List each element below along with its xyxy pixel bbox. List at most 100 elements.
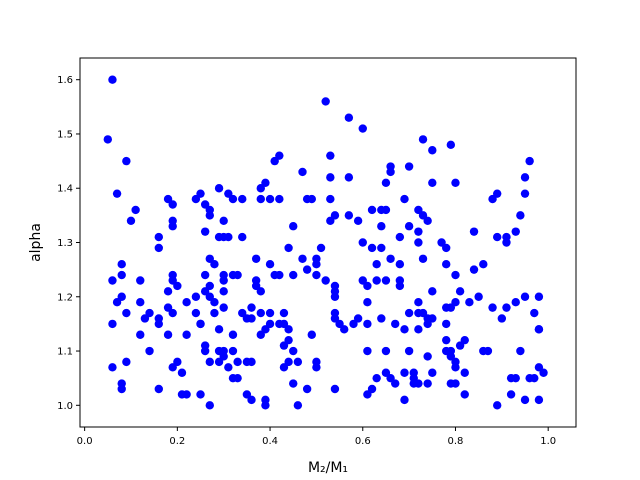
scatter-point — [224, 232, 233, 242]
scatter-point — [428, 146, 437, 155]
scatter-point — [136, 330, 145, 339]
scatter-point — [386, 162, 395, 171]
scatter-point — [163, 330, 173, 339]
scatter-point — [191, 308, 201, 318]
scatter-point — [238, 232, 247, 242]
scatter-point — [469, 227, 479, 236]
scatter-point — [391, 319, 400, 329]
scatter-point — [163, 287, 173, 296]
scatter-point — [344, 211, 354, 220]
scatter-point — [256, 308, 265, 318]
scatter-point — [117, 270, 126, 280]
y-tick-label: 1.0 — [57, 401, 73, 412]
scatter-point — [200, 346, 210, 356]
y-tick-label: 1.6 — [57, 75, 73, 86]
scatter-point — [363, 281, 372, 291]
scatter-point — [400, 194, 409, 204]
scatter-point — [428, 368, 437, 377]
scatter-point — [247, 303, 256, 312]
scatter-point — [168, 200, 177, 209]
scatter-point — [316, 243, 326, 253]
scatter-point — [265, 194, 275, 204]
scatter-point — [210, 308, 219, 318]
scatter-point — [525, 156, 534, 166]
scatter-point — [302, 265, 312, 274]
scatter-point — [330, 384, 340, 394]
scatter-point — [377, 314, 386, 323]
scatter-point — [136, 276, 145, 285]
scatter-point — [284, 325, 293, 334]
scatter-point — [451, 297, 460, 307]
scatter-point — [108, 363, 117, 372]
x-tick-label: 0.8 — [448, 436, 464, 447]
x-tick-label: 1.0 — [540, 436, 556, 447]
scatter-point — [520, 292, 530, 301]
scatter-point — [511, 297, 520, 307]
scatter-point — [326, 151, 335, 160]
scatter-point — [247, 357, 256, 367]
scatter-point — [372, 276, 381, 285]
scatter-point — [289, 222, 298, 231]
scatter-point — [340, 325, 349, 334]
scatter-point — [154, 232, 163, 242]
scatter-point — [191, 194, 201, 204]
scatter-point — [460, 368, 469, 377]
scatter-point — [400, 368, 409, 377]
scatter-point — [502, 303, 511, 312]
scatter-point — [312, 363, 321, 372]
y-tick-label: 1.4 — [57, 184, 73, 195]
scatter-point — [377, 243, 386, 253]
scatter-point — [451, 379, 460, 388]
scatter-point — [112, 189, 122, 198]
scatter-point — [442, 260, 451, 269]
scatter-point — [154, 314, 163, 323]
scatter-point — [275, 194, 284, 204]
scatter-point — [122, 308, 131, 318]
scatter-point — [534, 325, 544, 334]
x-axis-ticks: 0.0 0.2 0.4 0.6 0.8 1.0 — [77, 427, 556, 447]
y-axis-label: alpha — [28, 223, 44, 262]
scatter-point — [307, 330, 316, 339]
scatter-point — [247, 395, 256, 405]
y-tick-label: 1.2 — [57, 292, 73, 303]
scatter-point — [238, 194, 247, 204]
scatter-point — [381, 178, 391, 188]
scatter-point — [168, 222, 177, 231]
scatter-point — [182, 297, 191, 307]
scatter-point — [506, 390, 516, 399]
scatter-point — [511, 227, 520, 236]
scatter-point — [502, 232, 511, 242]
scatter-point — [497, 314, 507, 323]
scatter-point — [367, 205, 377, 215]
scatter-point — [404, 222, 414, 231]
scatter-point — [530, 308, 539, 318]
scatter-point — [321, 97, 330, 106]
scatter-point — [353, 314, 363, 323]
scatter-point — [479, 260, 488, 269]
scatter-point — [460, 390, 469, 399]
scatter-point — [353, 216, 363, 225]
scatter-point — [511, 373, 520, 383]
scatter-point — [442, 319, 451, 329]
scatter-point — [363, 346, 372, 356]
scatter-point — [363, 319, 372, 329]
scatter-point — [140, 314, 150, 323]
scatter-point — [428, 287, 437, 296]
scatter-point — [377, 222, 386, 231]
scatter-point — [219, 287, 228, 296]
scatter-point — [219, 303, 228, 312]
scatter-point — [534, 395, 544, 405]
scatter-point — [460, 335, 469, 345]
scatter-point — [414, 379, 423, 388]
scatter-point — [414, 325, 423, 334]
scatter-point — [154, 384, 163, 394]
scatter-point — [307, 194, 316, 204]
scatter-point — [108, 75, 117, 84]
scatter-point — [168, 363, 177, 372]
scatter-point — [196, 390, 205, 399]
scatter-point — [136, 297, 145, 307]
scatter-point — [219, 216, 228, 225]
points-layer — [103, 75, 548, 410]
x-tick-label: 0.2 — [169, 436, 185, 447]
